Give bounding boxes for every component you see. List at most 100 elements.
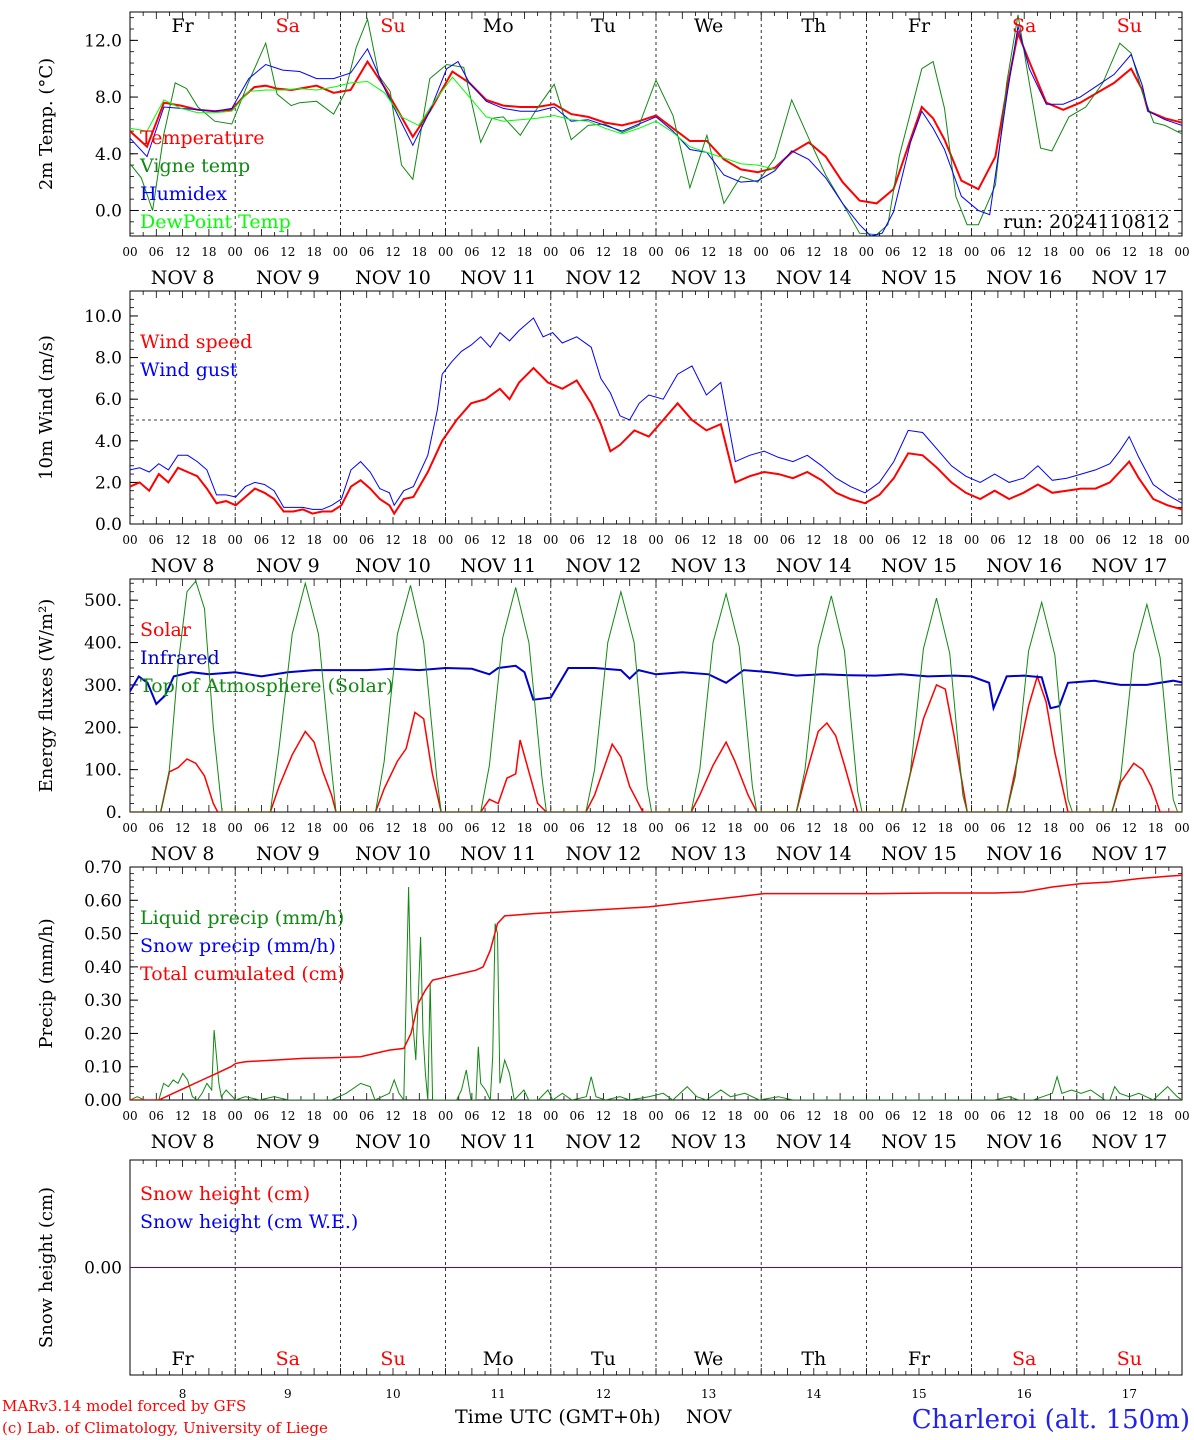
hour-tick-label: 00 — [648, 245, 663, 259]
date-label: NOV 13 — [671, 1131, 747, 1153]
footer-model: MARv3.14 model forced by GFS — [2, 1397, 246, 1415]
y-tick-label: 0.40 — [84, 958, 122, 978]
hour-tick-label: 18 — [1148, 245, 1163, 259]
y-tick-label: 4.0 — [95, 432, 122, 452]
date-label: NOV 8 — [151, 843, 215, 865]
y-tick-label: 10.0 — [84, 307, 122, 327]
series-line-0 — [130, 673, 1182, 812]
legend-entry: Wind gust — [140, 359, 238, 381]
hour-tick-label: 06 — [780, 821, 795, 835]
hour-tick-label: 00 — [1069, 245, 1084, 259]
panel-1: 0.0 4.0 8.0 12.0 2m Temp. (°C) Temperature Vig… — [36, 11, 1190, 289]
date-label: NOV 12 — [565, 843, 641, 865]
hour-tick-label: 00 — [1069, 821, 1084, 835]
footer-month: NOV — [686, 1406, 732, 1428]
hour-tick-label: 12 — [911, 821, 926, 835]
hour-tick-label: 00 — [122, 1109, 137, 1123]
hour-tick-label: 06 — [569, 533, 584, 547]
day-name: We — [694, 15, 723, 37]
hour-tick-label: 12 — [175, 821, 190, 835]
day-name: Fr — [171, 15, 194, 37]
footer-lab: (c) Lab. of Climatology, University of L… — [2, 1419, 328, 1437]
hour-tick-label: 00 — [543, 821, 558, 835]
hour-tick-label: 00 — [1174, 821, 1189, 835]
hour-tick-label: 06 — [359, 533, 374, 547]
hour-tick-label: 12 — [596, 533, 611, 547]
hour-tick-label: 18 — [306, 245, 321, 259]
date-label: NOV 9 — [256, 1131, 320, 1153]
hour-tick-label: 06 — [149, 821, 164, 835]
date-label: NOV 16 — [986, 843, 1062, 865]
hour-tick-label: 12 — [1122, 245, 1137, 259]
hour-tick-label: 00 — [333, 821, 348, 835]
legend-entry: Solar — [140, 619, 192, 641]
hour-tick-label: 18 — [938, 533, 953, 547]
day-name: Su — [1117, 1348, 1142, 1370]
hour-tick-label: 00 — [1069, 533, 1084, 547]
hour-tick-label: 00 — [859, 245, 874, 259]
hour-tick-label: 18 — [832, 1109, 847, 1123]
hour-tick-label: 06 — [675, 1109, 690, 1123]
legend-entry: Wind speed — [140, 331, 252, 353]
hour-tick-label: 12 — [911, 1109, 926, 1123]
day-number: 9 — [284, 1387, 292, 1401]
y-tick-label: 0.20 — [84, 1024, 122, 1044]
date-label: NOV 17 — [1091, 555, 1167, 577]
y-axis-label: Precip (mm/h) — [36, 918, 57, 1048]
hour-tick-label: 06 — [1095, 1109, 1110, 1123]
hour-tick-label: 06 — [359, 245, 374, 259]
date-label: NOV 12 — [565, 1131, 641, 1153]
hour-tick-label: 12 — [385, 245, 400, 259]
day-number: 11 — [491, 1387, 506, 1401]
hour-tick-label: 06 — [1095, 533, 1110, 547]
hour-tick-label: 06 — [149, 533, 164, 547]
y-tick-label: 0.50 — [84, 925, 122, 945]
day-number: 12 — [596, 1387, 611, 1401]
hour-tick-label: 12 — [280, 821, 295, 835]
hour-tick-label: 12 — [491, 245, 506, 259]
hour-tick-label: 00 — [333, 533, 348, 547]
date-label: NOV 12 — [565, 267, 641, 289]
day-name: Su — [380, 1348, 405, 1370]
date-label: NOV 14 — [776, 843, 852, 865]
hour-tick-label: 00 — [1174, 1109, 1189, 1123]
date-label: NOV 12 — [565, 555, 641, 577]
day-number: 14 — [806, 1387, 822, 1401]
hour-tick-label: 12 — [701, 1109, 716, 1123]
hour-tick-label: 00 — [1174, 245, 1189, 259]
hour-tick-label: 12 — [911, 245, 926, 259]
footer-xlabel: Time UTC (GMT+0h) — [455, 1406, 661, 1428]
panels: 0.0 4.0 8.0 12.0 2m Temp. (°C) Temperature Vig… — [36, 11, 1190, 1401]
hour-tick-label: 18 — [201, 245, 216, 259]
legend-entry: Total cumulated (cm) — [140, 963, 345, 985]
hour-tick-label: 12 — [280, 1109, 295, 1123]
y-tick-label: 400. — [84, 634, 122, 654]
hour-tick-label: 06 — [464, 821, 479, 835]
day-name: Sa — [276, 15, 300, 37]
hour-tick-label: 00 — [754, 245, 769, 259]
hour-tick-label: 12 — [701, 821, 716, 835]
hour-tick-label: 12 — [806, 1109, 821, 1123]
hour-tick-label: 12 — [701, 245, 716, 259]
hour-tick-label: 00 — [438, 821, 453, 835]
hour-tick-label: 12 — [385, 1109, 400, 1123]
hour-tick-label: 00 — [228, 1109, 243, 1123]
date-label: NOV 10 — [355, 555, 431, 577]
date-label: NOV 11 — [460, 267, 536, 289]
hour-tick-label: 00 — [964, 821, 979, 835]
date-label: NOV 15 — [881, 555, 957, 577]
hour-tick-label: 06 — [464, 1109, 479, 1123]
hour-tick-label: 12 — [280, 533, 295, 547]
date-label: NOV 11 — [460, 843, 536, 865]
day-number: 15 — [911, 1387, 926, 1401]
hour-tick-label: 18 — [727, 1109, 742, 1123]
hour-tick-label: 18 — [938, 245, 953, 259]
legend-entry: Vigne temp — [139, 155, 250, 177]
hour-tick-label: 18 — [201, 1109, 216, 1123]
day-name: Su — [1117, 15, 1142, 37]
hour-tick-label: 00 — [648, 821, 663, 835]
run-label: run: 2024110812 — [1003, 211, 1170, 233]
hour-tick-label: 06 — [885, 1109, 900, 1123]
day-number: 8 — [179, 1387, 187, 1401]
hour-tick-label: 18 — [938, 1109, 953, 1123]
